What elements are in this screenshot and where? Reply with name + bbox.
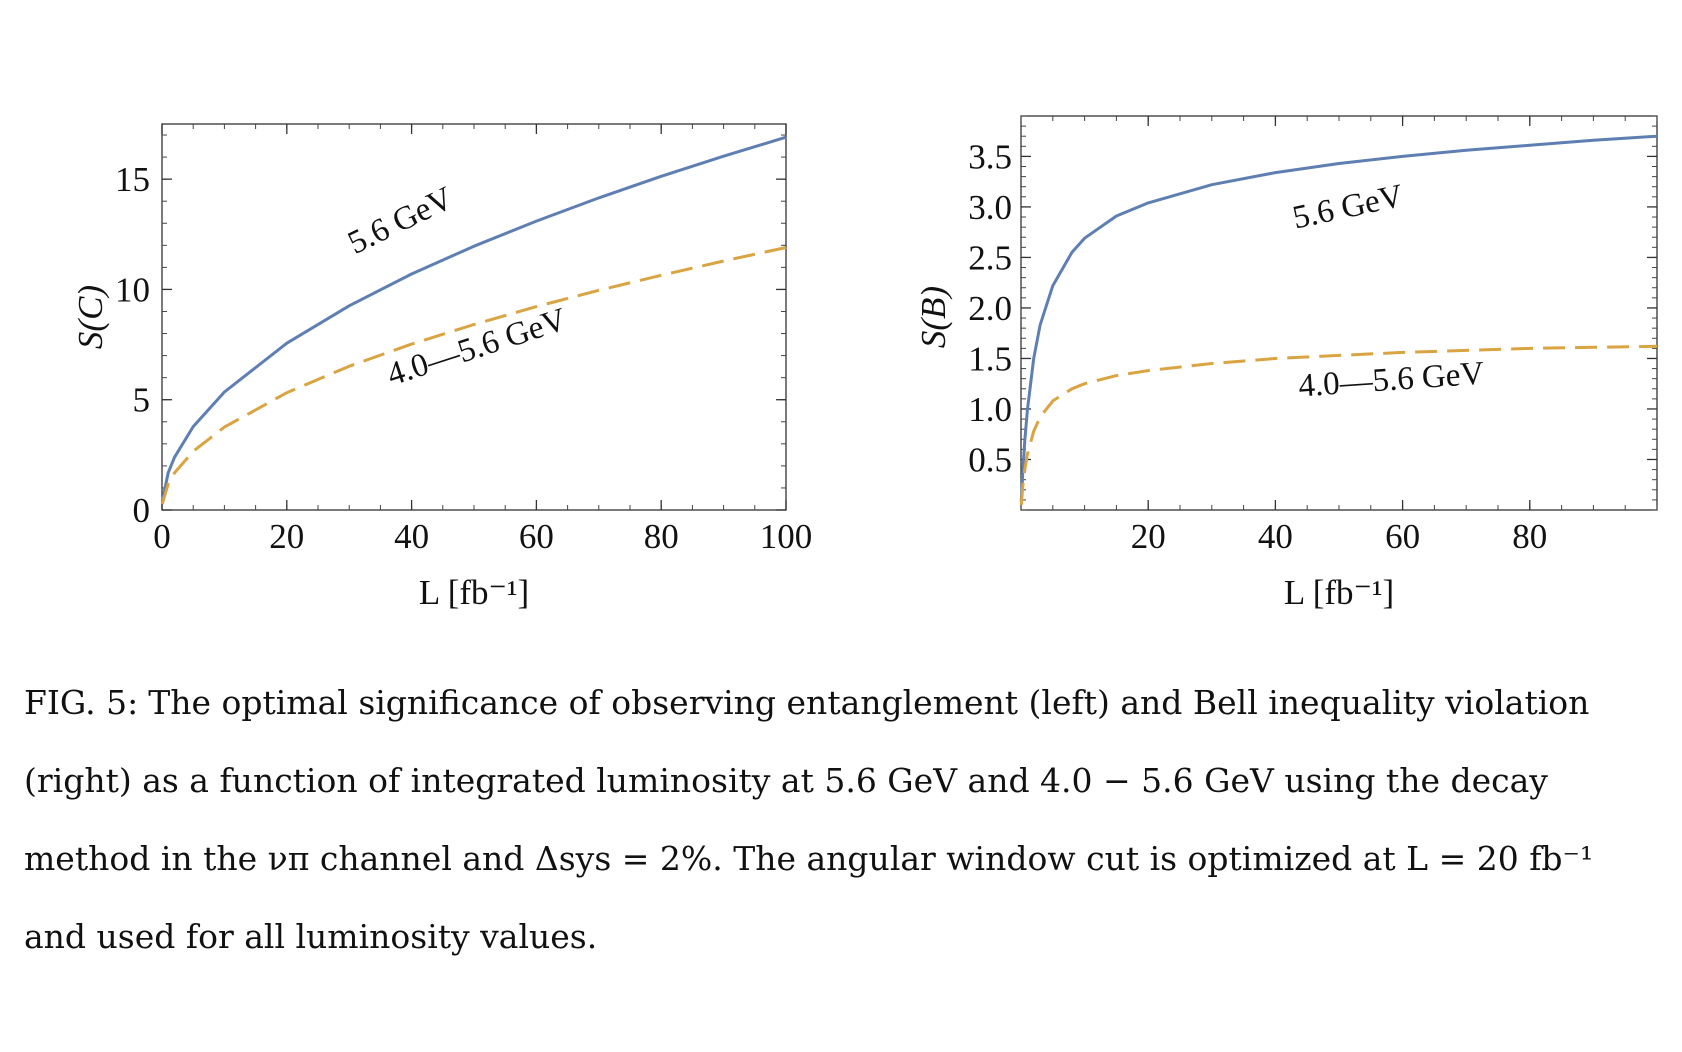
x-tick-label: 40 — [394, 517, 429, 556]
y-tick-label: 1.0 — [968, 390, 1012, 429]
figure-caption: FIG. 5: The optimal significance of obser… — [24, 664, 1664, 976]
x-tick-label: 0 — [153, 517, 171, 556]
y-tick-label: 2.5 — [968, 238, 1012, 277]
curve-label: 4.0—5.6 GeV — [1297, 356, 1485, 405]
series-line-solid — [1019, 134, 1658, 502]
y-tick-label: 3.0 — [968, 188, 1012, 227]
plot-frame — [161, 123, 787, 511]
curve-label: 4.0—5.6 GeV — [383, 302, 571, 394]
y-axis-title: S(C) — [71, 285, 110, 349]
y-axis-title: S(B) — [914, 286, 953, 348]
x-tick-label: 20 — [269, 517, 304, 556]
x-tick-label: 80 — [644, 517, 679, 556]
y-tick-label: 3.5 — [968, 137, 1012, 176]
y-tick-label: 0.5 — [968, 440, 1012, 479]
y-tick-label: 15 — [115, 160, 150, 199]
x-tick-label: 20 — [1131, 517, 1166, 556]
caption-label: FIG. 5: — [24, 683, 139, 722]
series-line-solid — [160, 135, 787, 502]
x-tick-label: 60 — [519, 517, 554, 556]
series-line-dashed — [1019, 344, 1658, 506]
left-panel: 0 20 40 60 80 100 0 5 10 15 5.6 GeV 4.0—5.6 GeV L [f… — [71, 123, 813, 612]
x-tick-label: 40 — [1258, 517, 1293, 556]
x-axis-title: L [fb⁻¹] — [419, 573, 529, 612]
series-line-dashed — [160, 246, 787, 505]
y-tick-label: 0 — [133, 491, 151, 530]
x-axis-title: L [fb⁻¹] — [1284, 573, 1394, 612]
y-tick-label: 10 — [115, 270, 150, 309]
x-tick-label: 60 — [1385, 517, 1420, 556]
curve-label: 5.6 GeV — [342, 180, 458, 261]
x-tick-label: 100 — [760, 517, 813, 556]
figure: 0 20 40 60 80 100 0 5 10 15 5.6 GeV 4.0—5.6 GeV L [f… — [71, 115, 1658, 612]
x-tick-label: 80 — [1512, 517, 1547, 556]
curve-label: 5.6 GeV — [1289, 178, 1406, 236]
y-tick-label: 5 — [133, 381, 151, 420]
y-tick-label: 2.0 — [968, 289, 1012, 328]
plot-frame — [1020, 115, 1658, 511]
right-panel: 20 40 60 80 0.5 1.0 1.5 2.0 2.5 3.0 3.5 5.6 GeV 4.0—… — [914, 115, 1658, 612]
y-tick-label: 1.5 — [968, 339, 1012, 378]
caption-text: The optimal significance of observing en… — [24, 683, 1594, 956]
